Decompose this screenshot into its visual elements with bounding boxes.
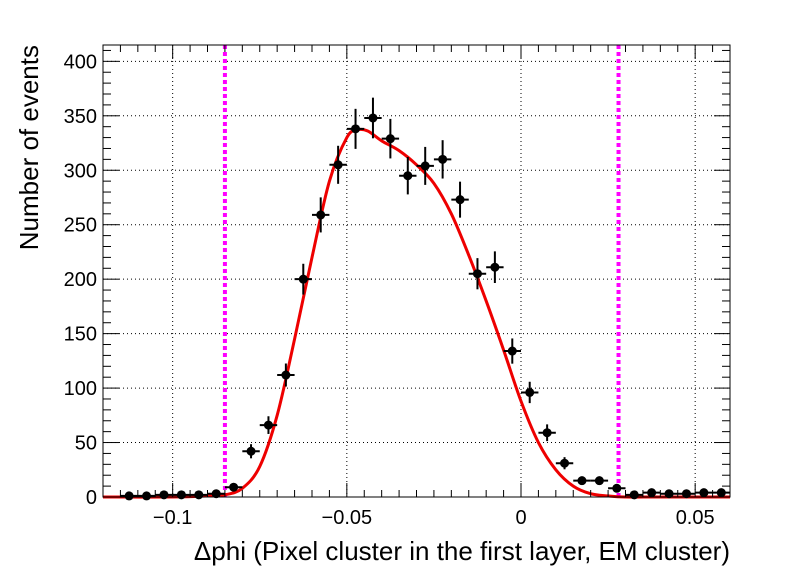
fit-curve <box>102 127 731 499</box>
data-marker <box>368 113 378 123</box>
data-marker <box>263 420 273 430</box>
x-tick-label: −0.1 <box>153 507 192 529</box>
data-point <box>503 338 521 364</box>
data-point <box>642 488 661 498</box>
data-point <box>712 488 730 498</box>
data-point <box>677 489 696 499</box>
data-point <box>329 145 347 184</box>
cut-lines <box>222 45 621 497</box>
data-point <box>433 140 452 179</box>
data-point <box>521 381 539 404</box>
data-marker <box>281 370 291 380</box>
axis-ticks <box>102 45 731 498</box>
data-marker <box>716 488 726 498</box>
data-marker <box>159 490 169 500</box>
data-marker <box>229 482 239 492</box>
data-marker <box>142 491 152 501</box>
data-marker <box>333 160 343 170</box>
y-axis-title: Number of events <box>14 45 44 250</box>
data-marker <box>194 490 204 500</box>
data-marker <box>664 489 674 499</box>
data-point <box>416 146 434 185</box>
data-marker <box>403 171 413 181</box>
data-marker <box>612 483 622 493</box>
y-tick-label: 300 <box>64 160 97 182</box>
data-point <box>451 181 469 218</box>
data-marker <box>124 491 134 501</box>
data-marker <box>525 387 535 397</box>
data-point <box>259 416 278 434</box>
data-marker <box>438 154 448 164</box>
data-marker <box>490 262 500 272</box>
data-point <box>695 488 713 498</box>
y-tick-label: 0 <box>86 487 97 509</box>
data-point <box>590 476 609 486</box>
data-point <box>364 97 382 139</box>
data-point <box>120 491 138 501</box>
data-marker <box>316 210 326 220</box>
data-point <box>294 263 312 295</box>
data-marker <box>560 458 570 468</box>
x-tick-label: 0 <box>515 507 526 529</box>
data-marker <box>542 428 552 438</box>
data-point <box>346 108 365 149</box>
x-axis-title: Δphi (Pixel cluster in the first layer, … <box>194 536 730 566</box>
x-tick-label: −0.05 <box>322 507 373 529</box>
y-tick-label: 50 <box>75 433 97 455</box>
data-marker <box>298 274 308 284</box>
data-marker <box>455 195 465 205</box>
data-marker <box>507 346 517 356</box>
y-tick-label: 150 <box>64 324 97 346</box>
fit-curve-group <box>102 127 731 499</box>
data-marker <box>420 161 430 171</box>
y-tick-label: 400 <box>64 51 97 73</box>
data-point <box>608 483 626 493</box>
data-marker <box>246 446 256 456</box>
data-marker <box>385 134 395 144</box>
data-point <box>242 444 260 459</box>
data-marker <box>681 489 691 499</box>
data-point <box>660 489 678 499</box>
data-point <box>538 424 556 442</box>
data-marker <box>699 488 709 498</box>
data-point <box>399 156 417 195</box>
data-marker <box>176 490 186 500</box>
data-point <box>277 363 295 387</box>
y-tick-label: 350 <box>64 106 97 128</box>
data-point <box>555 457 574 470</box>
data-marker <box>629 490 639 500</box>
y-tick-label: 100 <box>64 378 97 400</box>
data-marker <box>472 269 482 279</box>
grid <box>103 45 730 498</box>
data-marker <box>577 476 587 486</box>
data-point <box>137 491 156 501</box>
data-point <box>207 489 225 499</box>
tick-labels: −0.1 −0.05 0 0.05 0 50 100 150 200 250 300 350 400 <box>64 51 715 529</box>
data-marker <box>594 476 604 486</box>
data-point <box>381 118 400 159</box>
x-tick-label: 0.05 <box>676 507 715 529</box>
data-point <box>486 251 504 284</box>
data-marker <box>647 488 657 498</box>
data-marker <box>351 124 361 134</box>
y-tick-label: 200 <box>64 269 97 291</box>
data-point <box>468 258 487 290</box>
data-point <box>573 476 591 486</box>
data-marker <box>211 489 221 499</box>
data-points <box>120 97 730 501</box>
data-point <box>312 197 330 233</box>
data-point <box>224 482 243 492</box>
y-tick-label: 250 <box>64 215 97 237</box>
